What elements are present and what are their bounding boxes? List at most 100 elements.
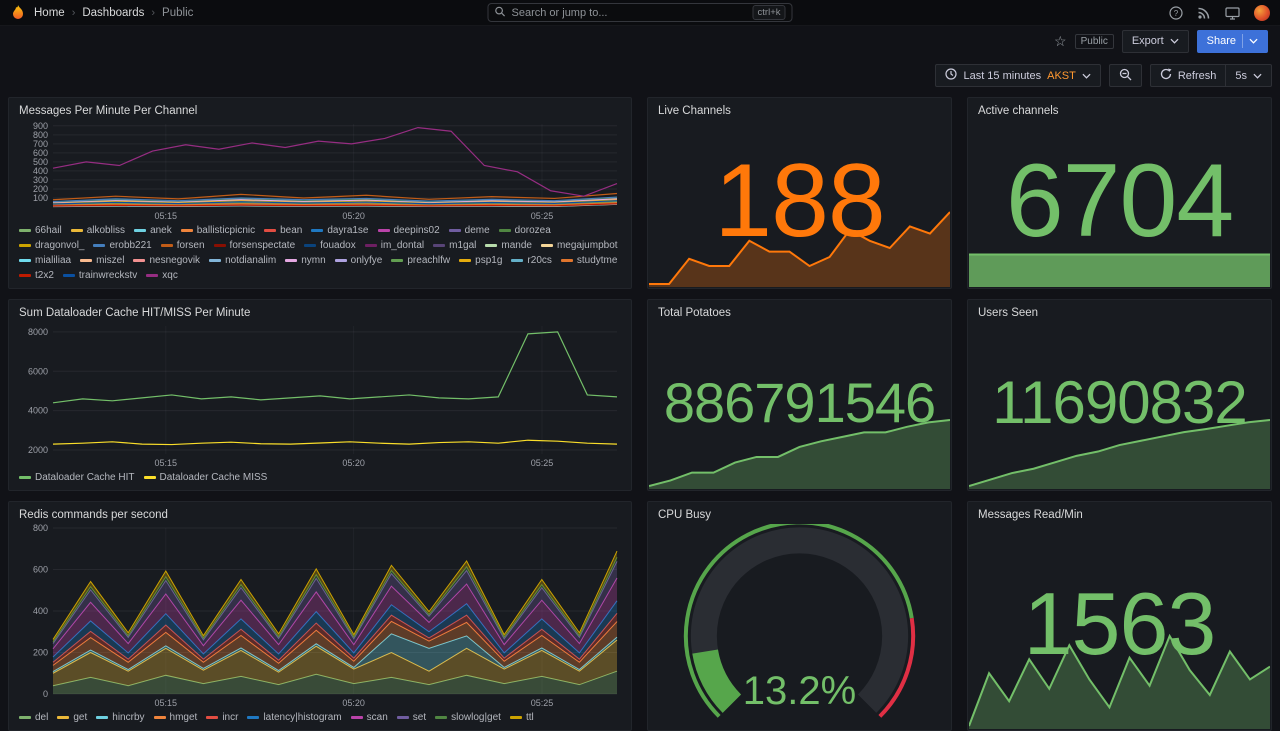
dataloader-cache-chart[interactable]: 2000 4000 6000 8000 05:15 05:20 05:25 bbox=[19, 322, 621, 468]
active-channels-sparkline[interactable] bbox=[969, 231, 1270, 287]
help-icon[interactable]: ? bbox=[1169, 5, 1183, 20]
legend-item-dayra1se[interactable]: dayra1se bbox=[311, 224, 369, 237]
legend-swatch bbox=[396, 716, 409, 719]
legend-item-dragonvol_[interactable]: dragonvol_ bbox=[19, 239, 84, 252]
legend-item-mialiliaa[interactable]: mialiliaa bbox=[19, 254, 71, 267]
panel-title[interactable]: Live Channels bbox=[658, 105, 731, 117]
legend-item-m1gal[interactable]: m1gal bbox=[433, 239, 476, 252]
legend-item-erobb221[interactable]: erobb221 bbox=[93, 239, 152, 252]
legend-item-set[interactable]: set bbox=[396, 711, 426, 724]
total-potatoes-value: 886791546 bbox=[663, 371, 936, 434]
messages-per-minute-chart[interactable]: 100 200 300 400 500 600 700 800 900 05:15 05:20 05:… bbox=[19, 120, 621, 221]
legend-item-dorozea[interactable]: dorozea bbox=[498, 224, 551, 237]
legend-item-trainwreckstv[interactable]: trainwreckstv bbox=[62, 269, 137, 282]
panel-title[interactable]: Total Potatoes bbox=[658, 307, 731, 319]
export-button[interactable]: Export bbox=[1121, 29, 1189, 53]
legend-item-ballisticpicnic[interactable]: ballisticpicnic bbox=[180, 224, 255, 237]
legend-item-miszel[interactable]: miszel bbox=[80, 254, 124, 267]
panel-title[interactable]: Active channels bbox=[978, 105, 1059, 117]
legend-item-xqc[interactable]: xqc bbox=[146, 269, 178, 282]
legend-item-psp1g[interactable]: psp1g bbox=[459, 254, 502, 267]
legend-swatch bbox=[180, 229, 193, 232]
legend-item-anek[interactable]: anek bbox=[134, 224, 172, 237]
legend-label: alkobliss bbox=[86, 225, 126, 236]
messages-read-sparkline[interactable] bbox=[968, 633, 1271, 729]
legend-item-onlyfye[interactable]: onlyfye bbox=[334, 254, 382, 267]
legend-item-del[interactable]: del bbox=[19, 711, 48, 724]
legend-swatch bbox=[448, 229, 461, 232]
time-range-picker[interactable]: Last 15 minutes AKST bbox=[935, 64, 1101, 87]
legend-label: 66hail bbox=[35, 225, 62, 236]
users-seen-sparkline[interactable] bbox=[968, 417, 1271, 489]
legend-label: forsenspectate bbox=[229, 240, 296, 251]
share-button[interactable]: Share bbox=[1196, 29, 1268, 53]
panel-title[interactable]: Messages Per Minute Per Channel bbox=[19, 105, 198, 117]
legend-item-forsen[interactable]: forsen bbox=[160, 239, 205, 252]
legend-item-latency|histogram[interactable]: latency|histogram bbox=[247, 711, 342, 724]
legend-item-bean[interactable]: bean bbox=[264, 224, 302, 237]
legend-item-deepins02[interactable]: deepins02 bbox=[377, 224, 440, 237]
panel-title[interactable]: Users Seen bbox=[978, 307, 1039, 319]
messages-read-value: 1563 bbox=[1023, 574, 1217, 673]
legend-item-preachlfw[interactable]: preachlfw bbox=[391, 254, 450, 267]
breadcrumb-current: Public bbox=[162, 6, 194, 19]
legend-label: ttl bbox=[525, 712, 534, 723]
breadcrumb-home[interactable]: Home bbox=[34, 6, 65, 19]
total-potatoes-sparkline[interactable] bbox=[648, 417, 951, 489]
legend-item-hincrby[interactable]: hincrby bbox=[96, 711, 145, 724]
legend-item-megajumpbot[interactable]: megajumpbot bbox=[540, 239, 618, 252]
chevron-down-icon bbox=[1170, 38, 1179, 44]
legend-swatch bbox=[146, 274, 159, 277]
redis-commands-chart[interactable]: 0 200 400 600 800 05:15 05:20 05:25 bbox=[19, 523, 621, 708]
refresh-interval-dropdown[interactable]: 5s bbox=[1226, 64, 1272, 87]
live-channels-sparkline[interactable] bbox=[649, 209, 951, 287]
legend-item-notdianalim[interactable]: notdianalim bbox=[209, 254, 276, 267]
legend-swatch bbox=[96, 716, 109, 719]
breadcrumb-dashboards[interactable]: Dashboards bbox=[82, 6, 145, 19]
legend-item-r20cs[interactable]: r20cs bbox=[511, 254, 552, 267]
legend-item-fouadox[interactable]: fouadox bbox=[304, 239, 356, 252]
star-icon[interactable]: ☆ bbox=[1054, 32, 1067, 49]
legend-item-forsenspectate[interactable]: forsenspectate bbox=[213, 239, 296, 252]
legend-item-nesnegovik[interactable]: nesnegovik bbox=[133, 254, 200, 267]
legend-item-get[interactable]: get bbox=[57, 711, 87, 724]
legend-item-ttl[interactable]: ttl bbox=[509, 711, 534, 724]
rss-icon[interactable] bbox=[1197, 6, 1211, 20]
legend-item-slowlog|get[interactable]: slowlog|get bbox=[435, 711, 501, 724]
svg-text:?: ? bbox=[1174, 9, 1179, 18]
cpu-busy-gauge-wrap: 13.2% bbox=[658, 520, 941, 724]
legend-item-studytme[interactable]: studytme bbox=[560, 254, 617, 267]
zoom-out-button[interactable] bbox=[1108, 64, 1142, 87]
messages-per-minute-legend: 66hail alkobliss anek ballisticpicnic bean da… bbox=[19, 221, 621, 282]
legend-swatch bbox=[560, 259, 573, 262]
refresh-button[interactable]: Refresh bbox=[1149, 64, 1227, 87]
panel-title[interactable]: Redis commands per second bbox=[19, 509, 168, 521]
grafana-logo-icon[interactable] bbox=[10, 4, 26, 21]
legend-label: del bbox=[35, 712, 49, 723]
legend-item-scan[interactable]: scan bbox=[350, 711, 388, 724]
legend-item-t2x2[interactable]: t2x2 bbox=[19, 269, 54, 282]
svg-text:05:15: 05:15 bbox=[155, 458, 178, 468]
legend-item-nymn[interactable]: nymn bbox=[285, 254, 326, 267]
monitor-icon[interactable] bbox=[1225, 6, 1240, 20]
cpu-busy-gauge[interactable] bbox=[658, 520, 941, 724]
legend-item-im_dontal[interactable]: im_dontal bbox=[364, 239, 424, 252]
legend-label: anek bbox=[150, 225, 172, 236]
search-input[interactable]: Search or jump to... ctrl+k bbox=[487, 3, 793, 22]
legend-item-Dataloader Cache HIT[interactable]: Dataloader Cache HIT bbox=[19, 471, 135, 484]
panel-title[interactable]: Messages Read/Min bbox=[978, 509, 1083, 521]
breadcrumb: Home › Dashboards › Public bbox=[34, 7, 193, 19]
legend-item-Dataloader Cache MISS[interactable]: Dataloader Cache MISS bbox=[143, 471, 267, 484]
legend-item-alkobliss[interactable]: alkobliss bbox=[70, 224, 126, 237]
legend-item-deme[interactable]: deme bbox=[448, 224, 490, 237]
panel-title[interactable]: CPU Busy bbox=[658, 509, 712, 521]
legend-label: dragonvol_ bbox=[35, 240, 85, 251]
chevron-down-icon[interactable] bbox=[1249, 38, 1258, 44]
legend-item-hmget[interactable]: hmget bbox=[153, 711, 197, 724]
legend-label: incr bbox=[222, 712, 239, 723]
panel-title[interactable]: Sum Dataloader Cache HIT/MISS Per Minute bbox=[19, 307, 251, 319]
legend-item-66hail[interactable]: 66hail bbox=[19, 224, 62, 237]
user-avatar[interactable] bbox=[1254, 4, 1270, 21]
legend-item-incr[interactable]: incr bbox=[206, 711, 238, 724]
legend-item-mande[interactable]: mande bbox=[485, 239, 532, 252]
